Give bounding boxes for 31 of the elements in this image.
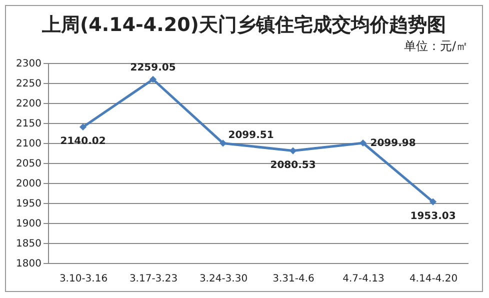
data-label: 2099.51 xyxy=(228,130,274,142)
x-tick-label: 3.17-3.23 xyxy=(129,274,178,284)
x-tick-label: 4.7-4.13 xyxy=(342,274,384,284)
y-tick-label: 1900 xyxy=(16,218,42,230)
data-label: 1953.03 xyxy=(410,210,456,222)
y-tick-label: 2300 xyxy=(16,58,42,70)
x-tick-label: 4.14-4.20 xyxy=(409,274,458,284)
y-tick-label: 2000 xyxy=(16,178,42,190)
y-tick-label: 2100 xyxy=(16,138,42,150)
y-tick-label: 2200 xyxy=(16,98,42,110)
data-label: 2099.98 xyxy=(370,138,416,150)
chart-subtitle: 单位：元/㎡ xyxy=(404,38,468,55)
x-tick-label: 3.31-4.6 xyxy=(272,274,314,284)
y-tick-label: 1850 xyxy=(16,238,42,250)
point xyxy=(359,139,367,147)
point xyxy=(79,123,87,131)
x-tick-label: 3.24-3.30 xyxy=(199,274,248,284)
chart-title: 上周(4.14-4.20)天门乡镇住宅成交均价趋势图 xyxy=(40,13,447,38)
point xyxy=(149,76,157,83)
point xyxy=(289,147,297,154)
y-tick-label: 2050 xyxy=(16,158,42,170)
data-label: 2140.02 xyxy=(60,136,106,147)
point xyxy=(219,140,227,147)
y-tick-label: 2150 xyxy=(16,118,42,130)
y-tick-label: 1950 xyxy=(16,198,42,210)
x-tick-label: 3.10-3.16 xyxy=(59,274,108,284)
y-tick-label: 2250 xyxy=(16,78,42,90)
data-label: 2080.53 xyxy=(270,160,316,171)
data-label: 2259.05 xyxy=(130,62,176,74)
y-tick-label: 1800 xyxy=(16,258,42,270)
point xyxy=(429,198,437,206)
